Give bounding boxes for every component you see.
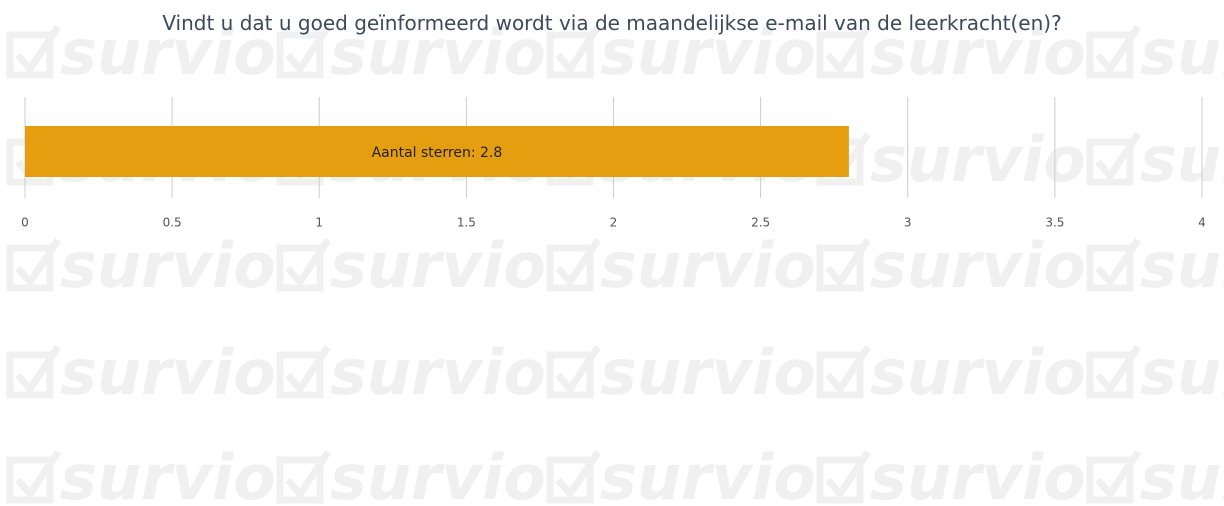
watermark-icon xyxy=(276,238,331,292)
x-tick-label: 4 xyxy=(1198,216,1206,230)
watermark: survio xyxy=(330,16,546,89)
watermark-icon xyxy=(816,238,871,292)
chart-title: Vindt u dat u goed geïnformeerd wordt vi… xyxy=(162,11,1062,35)
watermark-icon xyxy=(6,345,61,399)
watermark-icon xyxy=(816,450,871,504)
watermark: survio xyxy=(1140,229,1224,302)
watermark-icon xyxy=(276,450,331,504)
watermark-icon xyxy=(276,25,331,79)
watermark: survio xyxy=(600,336,816,409)
watermark-icon xyxy=(1086,450,1141,504)
watermark: survio xyxy=(870,441,1086,506)
x-tick-label: 2 xyxy=(610,216,618,230)
bar xyxy=(25,126,849,177)
x-tick-label: 2.5 xyxy=(751,216,770,230)
watermark-icon xyxy=(6,238,61,292)
watermark-icon xyxy=(816,25,871,79)
x-tick-label: 1.5 xyxy=(457,216,476,230)
watermark: survio xyxy=(60,336,276,409)
watermark: survio xyxy=(600,441,816,506)
watermark: survio xyxy=(870,336,1086,409)
watermark-icon xyxy=(546,345,601,399)
watermark: survio xyxy=(60,16,276,89)
watermark-icon xyxy=(6,450,61,504)
x-tick-label: 3.5 xyxy=(1045,216,1064,230)
watermark: survio xyxy=(330,229,546,302)
watermark-icon xyxy=(546,450,601,504)
watermark-icon xyxy=(1086,345,1141,399)
watermark-icon xyxy=(1086,25,1141,79)
watermark: survio xyxy=(1140,441,1224,506)
x-tick-label: 1 xyxy=(315,216,323,230)
watermark-icon xyxy=(6,25,61,79)
watermark-icon xyxy=(1086,238,1141,292)
watermark-icon xyxy=(276,345,331,399)
x-tick-label: 3 xyxy=(904,216,912,230)
watermark: survio xyxy=(330,441,546,506)
x-tick-label: 0.5 xyxy=(163,216,182,230)
watermark-icon xyxy=(546,238,601,292)
watermark: survio xyxy=(870,229,1086,302)
watermark: survio xyxy=(330,336,546,409)
watermark: survio xyxy=(60,229,276,302)
x-tick-label: 0 xyxy=(21,216,29,230)
watermark: survio xyxy=(1140,123,1224,196)
watermark-icon xyxy=(1086,132,1141,186)
watermark: survio xyxy=(1140,16,1224,89)
watermark: survio xyxy=(600,16,816,89)
watermark: survio xyxy=(600,229,816,302)
watermark-icon xyxy=(816,345,871,399)
watermark: survio xyxy=(870,16,1086,89)
watermark: survio xyxy=(1140,336,1224,409)
watermark-icon xyxy=(546,25,601,79)
data-label: Aantal sterren: 2.8 xyxy=(372,145,503,161)
watermark: survio xyxy=(60,441,276,506)
watermark: survio xyxy=(870,123,1086,196)
